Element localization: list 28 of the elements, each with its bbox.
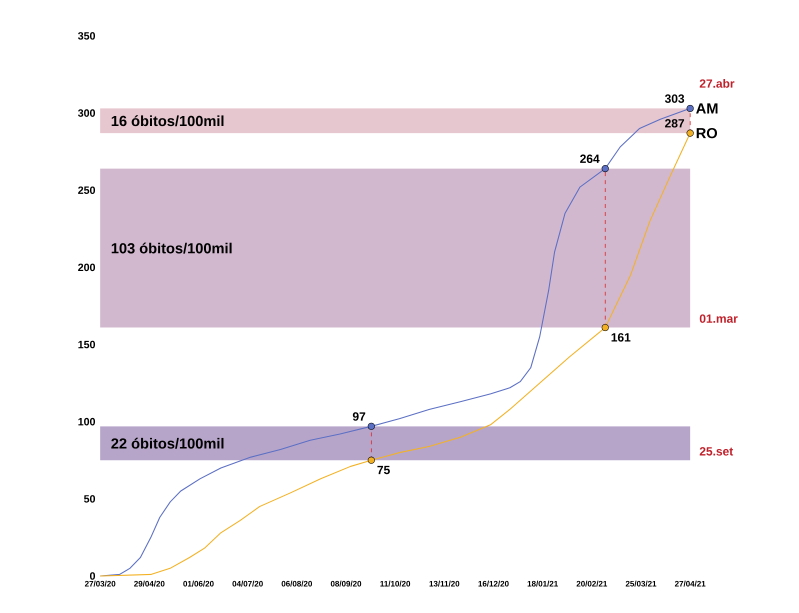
data-label: 303 — [664, 94, 684, 103]
point — [686, 130, 694, 137]
y-tick-label: 100 — [78, 418, 96, 426]
y-tick-label: 250 — [78, 186, 96, 194]
y-tick-label: 0 — [90, 572, 96, 580]
point — [368, 456, 375, 464]
band-label: 16 óbitos/100mil — [112, 115, 224, 126]
series-label: AM — [696, 103, 718, 114]
point — [602, 324, 609, 332]
text: 27.abr — [700, 78, 734, 88]
point — [368, 422, 375, 430]
y-tick-label: 200 — [78, 264, 96, 272]
y-tick-label: 50 — [84, 495, 96, 503]
y-tick-label: 350 — [78, 32, 96, 40]
data-label: 287 — [665, 119, 684, 128]
point — [686, 104, 694, 112]
data-label: 161 — [612, 333, 630, 342]
series-label: RO — [696, 128, 718, 138]
text: 01.mar — [700, 314, 738, 323]
data-label: 264 — [580, 154, 600, 164]
y-tick-label: 150 — [78, 340, 96, 348]
y-tick-label: 300 — [78, 109, 96, 117]
data-label: 75 — [377, 466, 390, 474]
text: 25.set — [700, 447, 734, 456]
point — [602, 165, 609, 172]
band-label: 103 óbitos/100mil — [112, 242, 232, 254]
band-label: 22 óbitos/100mil — [111, 438, 224, 449]
data-label: 97 — [352, 412, 366, 421]
